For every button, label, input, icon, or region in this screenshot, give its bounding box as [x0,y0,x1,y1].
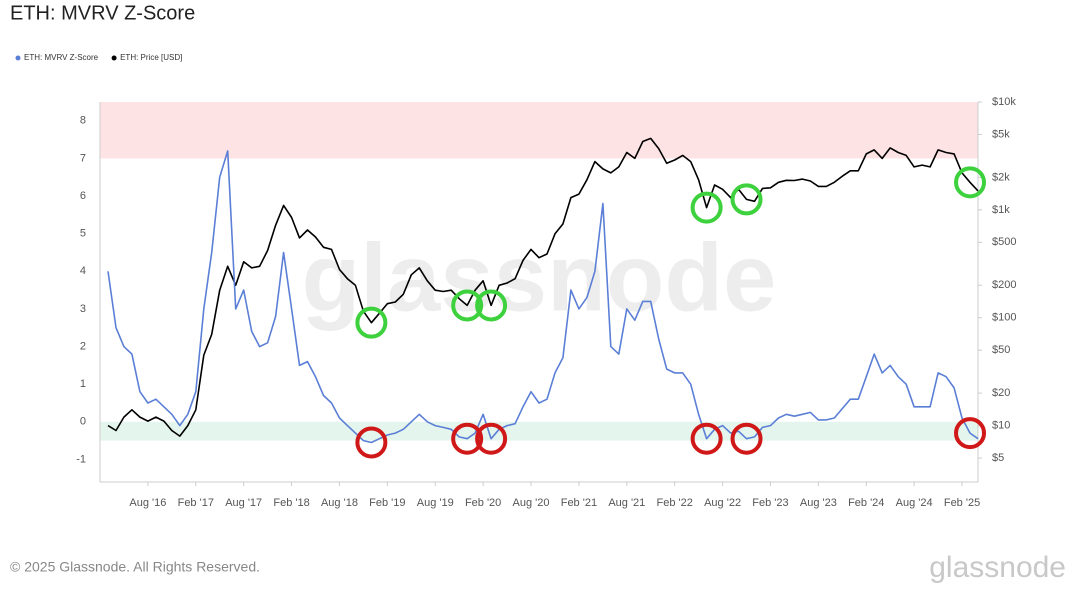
x-tick-label: Feb '17 [178,497,214,509]
y-tick-label: 8 [80,115,86,127]
highlight-circle [451,422,484,455]
y-tick-label: 4 [80,265,86,277]
y-tick-label: 3 [80,303,86,315]
x-tick-label: Aug '18 [321,497,358,509]
y-tick-label: 7 [80,152,86,164]
x-tick-label: Feb '25 [944,497,980,509]
highlight-circle [730,183,763,216]
x-tick-label: Feb '20 [465,497,501,509]
highlight-circle [690,191,723,224]
x-tick-label: Feb '23 [752,497,788,509]
copyright: © 2025 Glassnode. All Rights Reserved. [10,559,260,575]
highlight-circle [475,289,508,322]
x-tick-label: Feb '24 [848,497,884,509]
highlight-circle [475,422,508,455]
highlight-circle [690,422,723,455]
highlight-circle [451,289,484,322]
y2-tick-label: $200 [992,279,1016,291]
series-line [107,137,979,437]
logo: glassnode [929,551,1066,584]
zone [100,421,978,441]
x-tick-label: Feb '21 [561,497,597,509]
y2-tick-label: $10k [992,96,1016,108]
highlight-circle [730,422,763,455]
y2-tick-label: $1k [992,204,1010,216]
y-tick-label: 0 [80,416,86,428]
legend-label: ETH: Price [USD] [120,53,182,62]
zone [100,102,978,159]
y2-tick-label: $5k [992,128,1010,140]
highlight-circle [954,417,987,450]
y2-tick-label: $100 [992,312,1016,324]
x-tick-label: Aug '16 [129,497,166,509]
x-tick-label: Aug '24 [896,497,933,509]
x-tick-label: Aug '21 [608,497,645,509]
y2-tick-label: $50 [992,344,1010,356]
y2-tick-label: $10 [992,420,1010,432]
legend-swatch [15,55,21,61]
y-tick-label: 5 [80,228,86,240]
y2-tick-label: $20 [992,387,1010,399]
y2-tick-label: $2k [992,171,1010,183]
highlight-circle [355,306,388,339]
y-tick-label: -1 [76,453,86,465]
x-tick-label: Feb '19 [369,497,405,509]
series-line [107,150,979,444]
x-tick-label: Aug '17 [225,497,262,509]
legend-swatch [111,55,117,61]
y-tick-label: 2 [80,340,86,352]
highlight-circle [355,426,388,459]
x-tick-label: Feb '18 [273,497,309,509]
x-tick-label: Feb '22 [657,497,693,509]
y-tick-label: 1 [80,378,86,390]
y2-tick-label: $500 [992,236,1016,248]
y2-tick-label: $5 [992,452,1004,464]
chart-title: ETH: MVRV Z-Score [10,2,195,24]
legend-label: ETH: MVRV Z-Score [24,53,99,62]
x-tick-label: Aug '22 [704,497,741,509]
watermark: glassnode [302,224,777,331]
x-tick-label: Aug '20 [513,497,550,509]
highlight-circle [954,166,987,199]
y-tick-label: 6 [80,190,86,202]
x-tick-label: Aug '23 [800,497,837,509]
x-tick-label: Aug '19 [417,497,454,509]
